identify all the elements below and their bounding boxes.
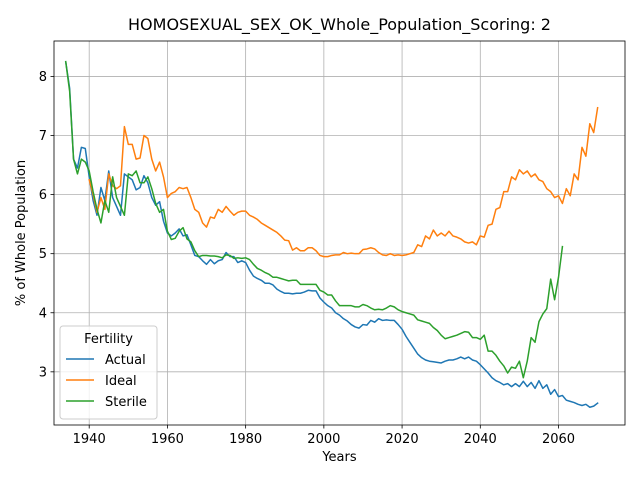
series-line-sterile <box>64 60 564 379</box>
legend-label-ideal: Ideal <box>105 374 137 389</box>
y-tick-label: 3 <box>39 365 47 380</box>
x-tick-label: 2000 <box>307 432 340 447</box>
x-tick-label: 1960 <box>151 432 184 447</box>
x-tick-label: 2060 <box>542 432 575 447</box>
y-tick-label: 7 <box>39 129 47 144</box>
y-tick-label: 8 <box>39 70 47 85</box>
chart-title: HOMOSEXUAL_SEX_OK_Whole_Population_Scori… <box>128 15 551 35</box>
y-axis-label: % of Whole Population <box>14 160 29 306</box>
x-axis-label: Years <box>321 450 357 465</box>
legend: Fertility Actual Ideal Sterile <box>59 325 158 420</box>
legend-entries: Actual Ideal Sterile <box>66 353 147 410</box>
series-line-ideal <box>88 106 599 258</box>
y-tick-label: 5 <box>39 247 47 262</box>
x-tick-label: 2040 <box>464 432 497 447</box>
y-tick-label: 6 <box>39 188 47 203</box>
legend-title: Fertility <box>84 332 133 347</box>
legend-label-sterile: Sterile <box>105 395 147 410</box>
legend-box <box>59 325 158 420</box>
x-tick-label: 1980 <box>229 432 262 447</box>
legend-label-actual: Actual <box>105 353 146 368</box>
x-axis-ticks: 1940 1960 1980 2000 2020 2040 2060 <box>73 425 575 447</box>
x-tick-label: 2020 <box>386 432 419 447</box>
x-tick-label: 1940 <box>73 432 106 447</box>
plot-frame <box>53 40 626 426</box>
series-line-actual <box>64 60 599 409</box>
y-axis-ticks: 3 4 5 6 7 8 <box>39 70 54 380</box>
y-tick-label: 4 <box>39 306 47 321</box>
series-lines <box>64 60 599 409</box>
